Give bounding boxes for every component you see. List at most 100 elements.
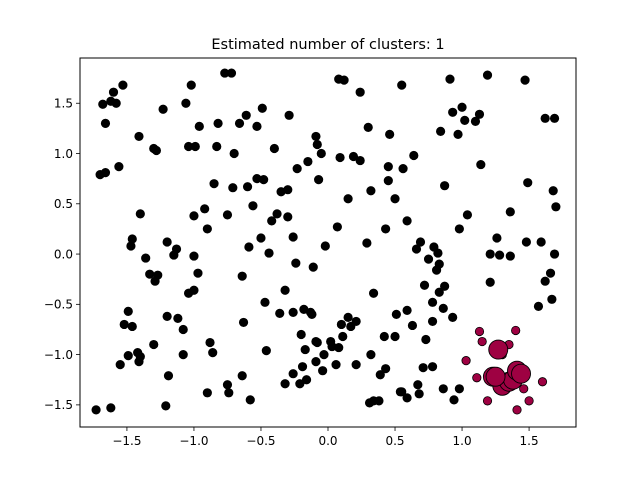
noise-point — [414, 389, 424, 399]
noise-point — [186, 80, 196, 90]
noise-point — [434, 287, 444, 297]
noise-point — [189, 211, 199, 221]
noise-point — [375, 370, 385, 380]
noise-point — [299, 304, 309, 314]
noise-point — [433, 248, 443, 258]
noise-point — [470, 116, 481, 126]
noise-point — [454, 384, 464, 394]
noise-point — [415, 237, 426, 247]
noise-point — [267, 216, 277, 226]
noise-point — [457, 102, 467, 112]
noise-point — [264, 248, 274, 258]
noise-point — [292, 164, 302, 174]
noise-point — [407, 320, 418, 331]
noise-point — [134, 131, 144, 142]
noise-point — [421, 334, 431, 345]
noise-point — [521, 237, 532, 247]
noise-point — [189, 285, 199, 295]
noise-point — [238, 317, 249, 328]
noise-point — [312, 139, 322, 150]
noise-point — [123, 306, 133, 316]
noise-point — [153, 270, 163, 280]
noise-point — [181, 98, 191, 108]
noise-point — [482, 70, 493, 80]
noise-point — [549, 249, 560, 259]
noise-point — [332, 222, 342, 232]
noise-point — [335, 152, 345, 163]
noise-point — [145, 269, 155, 279]
chart-title: Estimated number of clusters: 1 — [211, 37, 444, 53]
noise-point — [173, 313, 183, 324]
noise-point — [127, 321, 137, 332]
noise-point — [209, 179, 219, 189]
noise-point — [228, 183, 238, 193]
noise-point — [151, 145, 162, 156]
noise-point — [448, 312, 458, 323]
noise-point — [275, 308, 285, 318]
noise-point — [222, 380, 233, 390]
noise-point — [545, 268, 556, 278]
noise-point — [547, 294, 557, 304]
noise-point — [343, 312, 353, 323]
noise-point — [291, 258, 301, 268]
cluster-core-point — [485, 366, 506, 387]
noise-point — [474, 109, 485, 119]
noise-point — [119, 319, 129, 330]
noise-point — [391, 309, 401, 319]
noise-point — [397, 80, 407, 90]
plot-marks — [91, 68, 561, 415]
noise-point — [169, 250, 179, 260]
noise-point — [454, 224, 464, 234]
noise-point — [418, 363, 428, 373]
noise-point — [419, 280, 430, 290]
y-tick-label: −1.0 — [44, 348, 73, 362]
noise-point — [234, 118, 245, 128]
noise-point — [390, 331, 400, 342]
noise-point — [135, 209, 145, 219]
x-tick-label: −1.0 — [179, 434, 208, 448]
noise-point — [280, 379, 290, 389]
noise-point — [202, 224, 212, 234]
noise-point — [297, 362, 308, 372]
noise-point — [436, 126, 446, 136]
noise-point — [520, 75, 530, 85]
noise-point — [190, 141, 200, 152]
noise-point — [100, 118, 111, 128]
cluster-border-point — [524, 396, 534, 406]
cluster-border-point — [482, 396, 493, 406]
noise-point — [381, 364, 391, 374]
noise-point — [141, 253, 151, 263]
noise-point — [355, 155, 365, 166]
noise-point — [178, 350, 188, 360]
noise-point — [402, 305, 412, 315]
noise-point — [316, 148, 326, 159]
noise-point — [288, 232, 298, 242]
noise-point — [381, 224, 391, 234]
noise-point — [260, 297, 270, 307]
noise-point — [362, 238, 372, 248]
cluster-core-point — [488, 339, 509, 360]
noise-point — [301, 375, 312, 385]
noise-point — [427, 316, 438, 327]
noise-point — [114, 161, 124, 172]
noise-point — [284, 110, 294, 120]
noise-point — [194, 121, 204, 131]
noise-point — [549, 113, 560, 123]
noise-point — [338, 331, 348, 342]
noise-point — [366, 350, 376, 360]
noise-point — [462, 210, 473, 220]
cluster-border-point — [512, 405, 522, 415]
noise-point — [339, 75, 349, 85]
noise-point — [237, 371, 247, 381]
noise-point — [533, 301, 544, 311]
noise-point — [295, 379, 305, 389]
cluster-border-point — [477, 336, 487, 347]
noise-point — [311, 357, 321, 367]
noise-point — [523, 178, 533, 188]
noise-point — [288, 307, 298, 317]
noise-point — [178, 324, 188, 335]
noise-point — [308, 262, 318, 272]
x-tick-label: 1.5 — [520, 434, 539, 448]
noise-point — [320, 241, 330, 251]
